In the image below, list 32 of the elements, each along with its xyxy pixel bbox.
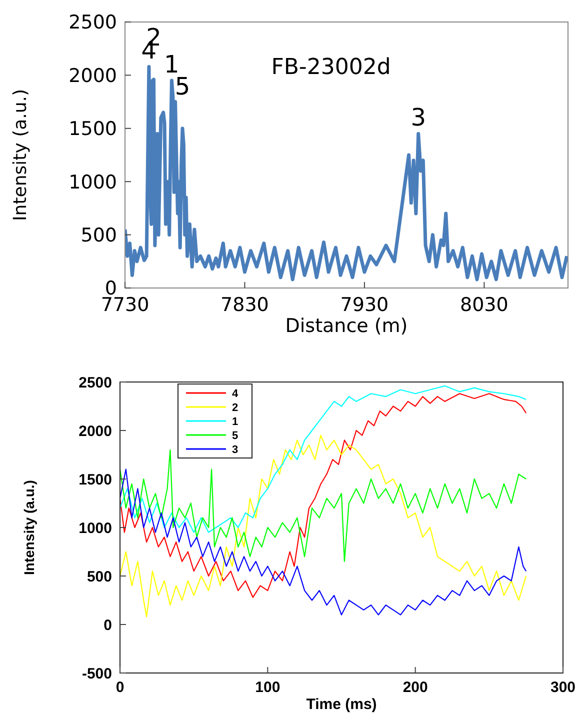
line-series [120, 468, 527, 616]
legend-label: 4 [232, 388, 239, 400]
x-tick-label: 100 [255, 679, 280, 696]
y-tick-label: 2500 [78, 374, 112, 392]
x-axis-title: Distance (m) [285, 315, 408, 337]
annotation: 3 [410, 104, 426, 132]
x-tick-label: 300 [550, 679, 576, 696]
y-tick-label: 1500 [68, 118, 117, 140]
y-axis-title: Intensity (a.u.) [10, 89, 31, 221]
x-tick-label: 7830 [220, 294, 269, 316]
legend-label: 2 [232, 402, 238, 414]
legend-label: 3 [232, 444, 238, 456]
x-tick-label: 200 [402, 679, 428, 696]
y-tick-label: 2500 [68, 12, 117, 34]
x-tick-label: 8030 [460, 294, 508, 316]
y-tick-label: 0 [104, 616, 112, 634]
line-series [120, 385, 527, 533]
x-tick-label: 7930 [340, 294, 389, 316]
legend-label: 5 [232, 430, 238, 442]
y-tick-label: 1000 [78, 520, 112, 537]
y-tick-label: 500 [80, 224, 117, 246]
y-tick-label: 1000 [68, 171, 117, 194]
annotation: FB-23002d [271, 55, 391, 80]
y-tick-label: -500 [82, 665, 112, 682]
y-tick-label: 1500 [78, 471, 112, 488]
y-tick-label: 2000 [78, 422, 112, 440]
legend-label: 1 [232, 416, 238, 428]
y-tick-label: 500 [86, 568, 112, 586]
y-axis-title: Intensity (a.u.) [21, 480, 37, 575]
y-tick-label: 2000 [68, 64, 117, 87]
annotation: 5 [174, 72, 190, 100]
x-axis-title: Time (ms) [306, 696, 377, 713]
